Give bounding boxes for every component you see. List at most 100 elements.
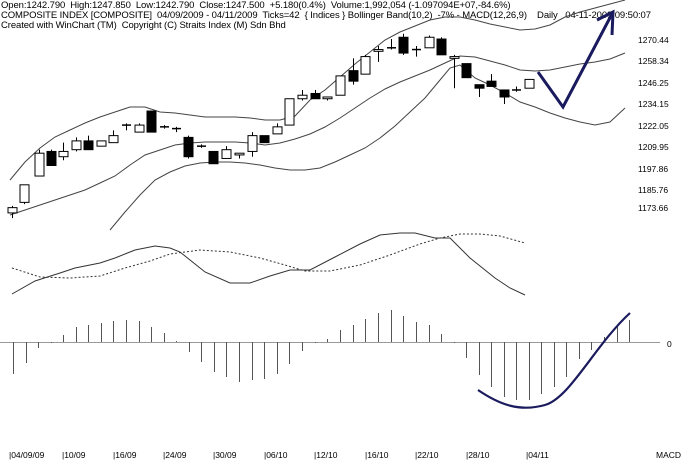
candle-body-bullish xyxy=(108,135,119,144)
candlestick-series xyxy=(7,33,535,219)
candle xyxy=(412,46,421,57)
price-tick-label: 1173.66 xyxy=(638,203,668,213)
ohlc-summary: Open:1242.790 High:1247.850 Low:1242.790… xyxy=(1,0,511,11)
candle xyxy=(398,33,409,55)
candle xyxy=(297,89,308,101)
date-tick-label: |04/11 xyxy=(526,450,549,460)
date-tick-label: |16/10 xyxy=(365,450,389,460)
candle-body-bullish xyxy=(7,207,18,214)
price-tick-label: 1197.86 xyxy=(638,164,668,174)
candle xyxy=(108,130,119,144)
candle-body-bearish xyxy=(183,136,194,158)
candle-body-bullish xyxy=(284,98,295,126)
macd-histogram: 0 xyxy=(0,310,672,400)
candle-body-bearish xyxy=(46,150,57,166)
date-axis: |04/09/09 |10/09 |16/09 |24/09 |30/09 |06/10 |… xyxy=(9,450,681,460)
candle-body-bullish xyxy=(71,140,82,151)
candle xyxy=(373,46,384,62)
candle xyxy=(322,96,333,101)
candle xyxy=(19,184,30,205)
candle xyxy=(424,35,435,49)
bollinger-lower-line xyxy=(109,64,626,231)
candle xyxy=(46,149,57,166)
macd-panel-label: MACD xyxy=(656,450,681,460)
candle xyxy=(474,84,485,97)
candle-body-bullish xyxy=(449,56,460,59)
candle xyxy=(310,89,321,100)
candle-body-bullish xyxy=(373,49,384,52)
candle-body-bullish xyxy=(19,184,30,203)
candle xyxy=(348,58,359,85)
candle xyxy=(134,123,145,133)
candle-body-bearish xyxy=(461,63,472,79)
candle xyxy=(221,146,232,159)
price-tick-label: 1185.76 xyxy=(638,185,668,195)
candle xyxy=(34,149,45,177)
candle xyxy=(122,123,131,131)
date-tick-label: |30/09 xyxy=(213,450,237,460)
candle xyxy=(71,137,82,152)
candle-body-bullish xyxy=(272,126,283,135)
macd-curve-annotation xyxy=(477,312,631,409)
candle xyxy=(146,110,157,133)
candle-body-bullish xyxy=(322,96,333,100)
date-tick-label: |28/10 xyxy=(466,450,490,460)
candle-body-bearish xyxy=(208,150,219,165)
candle xyxy=(486,74,497,87)
candle-body-bearish xyxy=(83,140,94,151)
candle xyxy=(335,75,346,96)
candle xyxy=(183,135,194,159)
hand-drawn-annotations xyxy=(477,9,631,409)
price-tick-label: 1270.44 xyxy=(638,35,669,45)
candle xyxy=(499,89,510,105)
candle xyxy=(234,152,245,159)
candle xyxy=(172,126,181,133)
candle-body-bullish xyxy=(424,36,435,49)
candle-body-bearish xyxy=(499,89,510,98)
candle-body-bullish xyxy=(96,140,107,147)
arrow-annotation-icon xyxy=(536,11,615,110)
macd-signal-line xyxy=(11,233,526,279)
candle-body-bullish xyxy=(335,75,346,96)
candle-body-bearish xyxy=(436,38,447,56)
candle-body-bullish xyxy=(524,78,535,89)
arrow-head-icon xyxy=(596,9,615,36)
candle xyxy=(247,132,258,157)
date-tick-label: |10/09 xyxy=(62,450,86,460)
price-tick-label: 1209.95 xyxy=(638,142,669,152)
bollinger-middle-line xyxy=(9,52,626,216)
candle xyxy=(387,39,396,50)
candle-body-bullish xyxy=(34,152,45,177)
price-axis: 1270.44 1258.34 1246.25 1234.15 1222.05 1209.… xyxy=(638,35,669,213)
candle-body-bearish xyxy=(146,110,157,133)
candle-body-bullish xyxy=(247,135,258,152)
candle xyxy=(96,140,107,147)
candle xyxy=(160,125,169,129)
bollinger-upper-line xyxy=(9,0,626,181)
candle xyxy=(197,144,206,148)
date-tick-label: |16/09 xyxy=(113,450,137,460)
candle-body-bullish xyxy=(297,94,308,100)
price-tick-label: 1258.34 xyxy=(638,56,669,66)
price-tick-label: 1246.25 xyxy=(638,78,669,88)
price-tick-label: 1234.15 xyxy=(638,99,669,109)
candle xyxy=(272,123,283,135)
macd-zero-label: 0 xyxy=(667,339,672,349)
candle-body-bearish xyxy=(310,92,321,100)
candle xyxy=(436,37,447,56)
candle xyxy=(512,86,521,92)
candle xyxy=(58,142,69,161)
copyright-line: Created with WinChart (TM) Copyright (C)… xyxy=(1,20,286,31)
price-tick-label: 1222.05 xyxy=(638,121,669,131)
date-tick-label: |06/10 xyxy=(264,450,288,460)
candle-body-bearish xyxy=(259,135,270,144)
macd-line xyxy=(11,232,526,296)
candle xyxy=(284,98,295,126)
date-tick-label: |22/10 xyxy=(415,450,439,460)
macd-lines xyxy=(11,232,526,296)
candle-body-bearish xyxy=(486,80,497,87)
date-tick-label: |04/09/09 xyxy=(9,450,45,460)
candle-body-bullish xyxy=(360,56,371,75)
instrument-info: COMPOSITE INDEX [COMPOSITE] 04/09/2009 -… xyxy=(1,10,651,21)
